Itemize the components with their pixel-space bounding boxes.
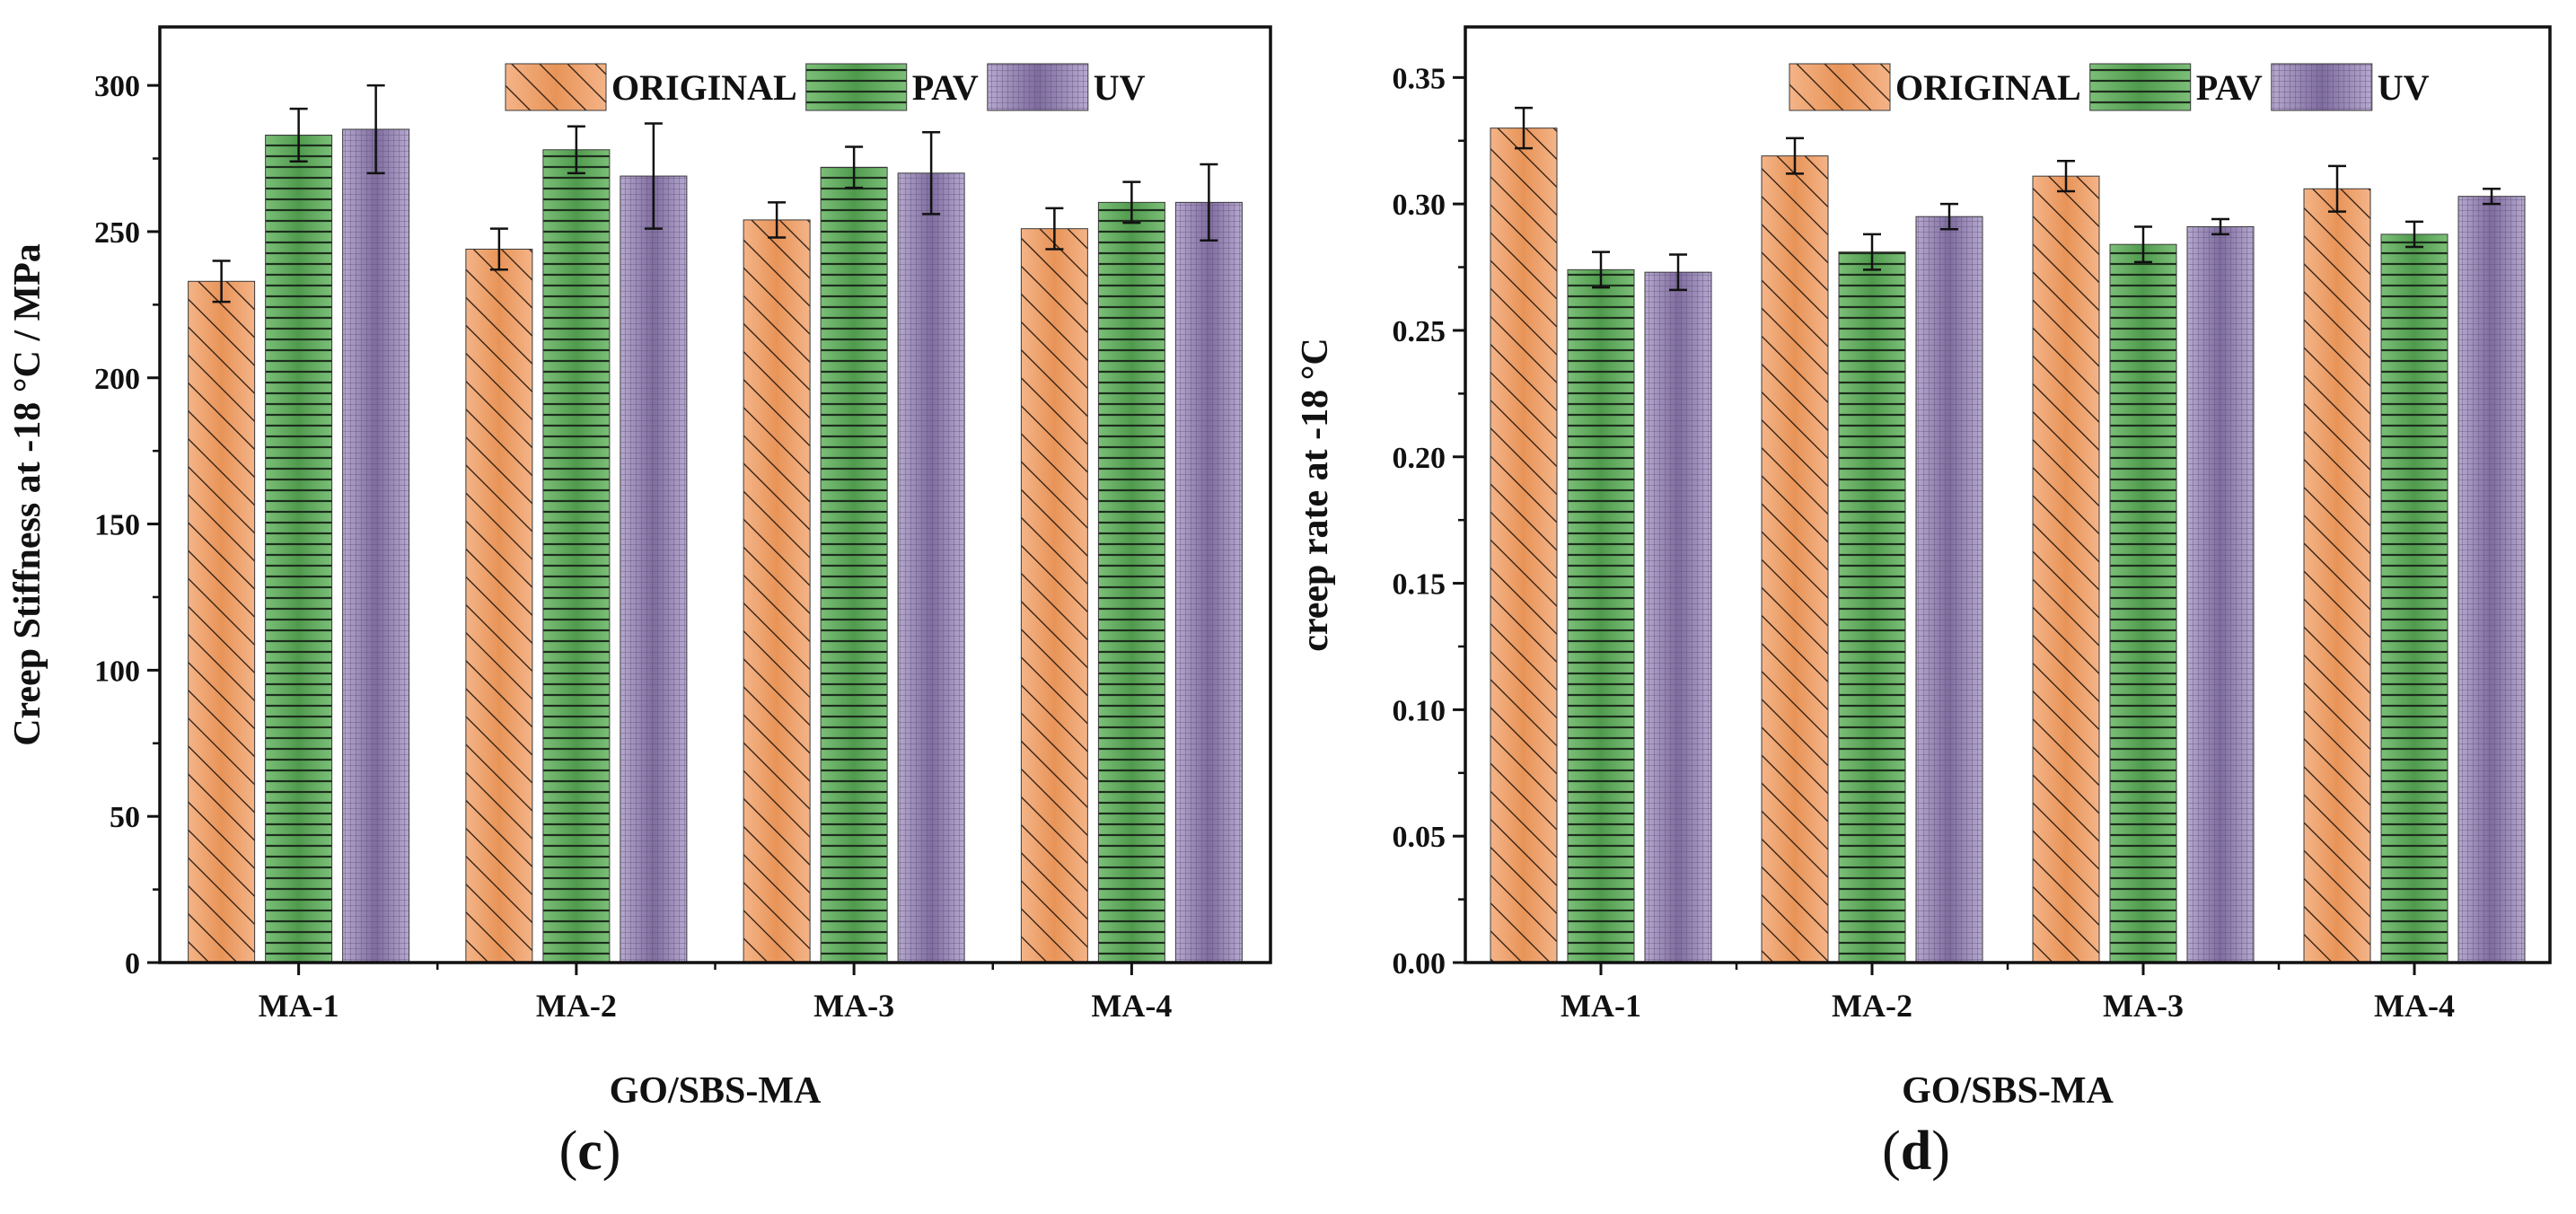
- bar-original-ma-4-pattern: [2304, 189, 2370, 963]
- bar-original-ma-1-pattern: [188, 281, 255, 963]
- bar-uv-ma-2-pattern: [1916, 216, 1983, 963]
- y-tick-label: 0.00: [1393, 947, 1446, 981]
- bar-pav-ma-3-pattern: [821, 167, 888, 963]
- y-tick-label: 0.10: [1393, 694, 1446, 727]
- x-axis-title: GO/SBS-MA: [610, 1070, 822, 1112]
- legend-swatch-outline-original: [505, 63, 607, 111]
- x-tick-label: MA-1: [259, 988, 339, 1024]
- bar-original-ma-4-pattern: [1021, 228, 1088, 963]
- legend-swatch-outline-pav: [2089, 63, 2192, 111]
- bar-original-ma-2-pattern: [1762, 155, 1828, 963]
- bar-uv-ma-1-pattern: [342, 128, 409, 963]
- legend-swatch-outline-original: [1789, 63, 1891, 111]
- legend-swatch-outline-pav: [805, 63, 908, 111]
- y-tick-label: 0.35: [1393, 62, 1446, 95]
- legend-swatch-outline-uv: [987, 63, 1089, 111]
- y-axis-title: Creep Stiffness at -18 °C / MPa: [7, 243, 48, 746]
- bar-pav-ma-4-pattern: [1098, 202, 1165, 963]
- legend-label-pav: PAV: [2196, 67, 2263, 108]
- legend-label-original: ORIGINAL: [1895, 67, 2081, 108]
- legend-swatch-pattern-uv: [2271, 64, 2372, 110]
- y-tick-label: 300: [94, 70, 140, 103]
- bar-pav-ma-3-pattern: [2110, 244, 2176, 963]
- bar-uv-ma-3-pattern: [898, 172, 965, 963]
- legend-label-uv: UV: [1094, 67, 1146, 108]
- bar-original-ma-3-pattern: [743, 219, 811, 963]
- bar-pav-ma-1-pattern: [1568, 269, 1634, 963]
- bar-pav-ma-4-pattern: [2381, 233, 2448, 963]
- x-tick-label: MA-2: [536, 988, 617, 1024]
- bar-uv-ma-4-pattern: [2458, 196, 2525, 963]
- bar-pav-ma-2-pattern: [542, 149, 610, 963]
- y-tick-label: 0: [125, 947, 140, 981]
- legend-label-original: ORIGINAL: [611, 67, 797, 108]
- y-axis-title: creep rate at -18 °C: [1295, 338, 1336, 652]
- panel-label-c: (c): [559, 1121, 621, 1182]
- bar-uv-ma-4-pattern: [1175, 202, 1243, 963]
- bar-uv-ma-3-pattern: [2187, 226, 2254, 963]
- bar-uv-ma-1-pattern: [1645, 272, 1711, 963]
- panel-label-d: (d): [1882, 1121, 1950, 1182]
- chart-panel-d: 0.00 0.05 0.10 0.15 0.20 0.25 0.30 0.35 MA-1 MA-2…: [1295, 25, 2552, 1112]
- y-tick-label: 0.25: [1393, 315, 1446, 348]
- y-tick-label: 100: [94, 655, 140, 688]
- y-tick-label: 0.30: [1393, 189, 1446, 222]
- bar-original-ma-3-pattern: [2033, 176, 2099, 963]
- legend-swatch-pattern-uv: [987, 64, 1088, 110]
- x-tick-label: MA-3: [2103, 988, 2184, 1024]
- x-tick-label: MA-3: [813, 988, 894, 1024]
- legend-swatch-outline-uv: [2271, 63, 2373, 111]
- legend-swatch-pattern-pav: [2089, 64, 2191, 110]
- y-tick-label: 150: [94, 509, 140, 542]
- x-axis-title: GO/SBS-MA: [1902, 1070, 2114, 1112]
- chart-panel-c: 0 50 100 150 200 250 300 MA-1 MA-2 MA-3 MA-4 GO/SBS…: [7, 25, 1272, 1112]
- legend-label-pav: PAV: [912, 67, 979, 108]
- legend-swatch-pattern-original: [506, 64, 606, 110]
- bar-original-ma-2-pattern: [465, 249, 532, 963]
- y-tick-label: 50: [110, 801, 140, 834]
- legend-swatch-pattern-original: [1789, 64, 1890, 110]
- y-tick-label: 200: [94, 363, 140, 396]
- bar-uv-ma-2-pattern: [620, 176, 687, 963]
- bar-pav-ma-1-pattern: [265, 135, 332, 963]
- x-tick-label: MA-4: [1091, 988, 1172, 1024]
- y-tick-label: 0.20: [1393, 442, 1446, 475]
- legend-swatch-pattern-pav: [805, 64, 907, 110]
- bar-pav-ma-2-pattern: [1839, 251, 1905, 963]
- x-tick-label: MA-1: [1561, 988, 1641, 1024]
- bar-original-ma-1-pattern: [1490, 128, 1557, 963]
- x-tick-label: MA-4: [2374, 988, 2455, 1024]
- y-tick-label: 0.05: [1393, 821, 1446, 854]
- x-tick-label: MA-2: [1832, 988, 1912, 1024]
- y-tick-label: 0.15: [1393, 568, 1446, 602]
- y-tick-label: 250: [94, 216, 140, 250]
- legend-label-uv: UV: [2378, 67, 2430, 108]
